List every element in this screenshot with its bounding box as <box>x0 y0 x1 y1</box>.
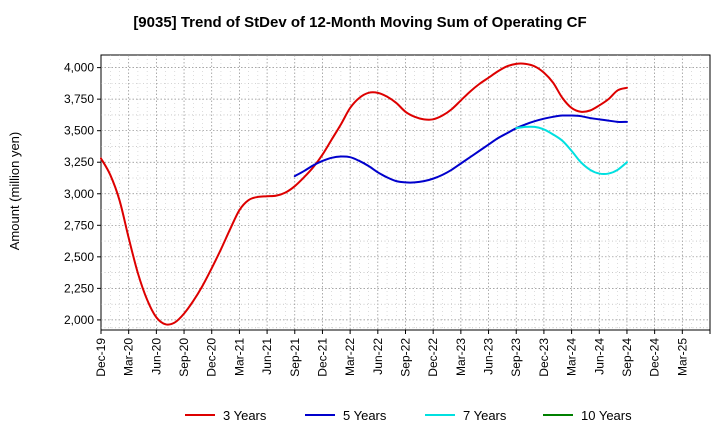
x-tick-label: Dec-21 <box>315 338 329 377</box>
y-tick-label: 2,500 <box>64 250 94 264</box>
x-tick-label: Mar-22 <box>343 338 357 376</box>
x-tick-label: Jun-20 <box>149 338 163 375</box>
x-tick-label: Mar-24 <box>565 338 579 376</box>
legend-label: 3 Years <box>223 408 267 423</box>
legend-label: 7 Years <box>463 408 507 423</box>
y-tick-label: 3,250 <box>64 155 94 169</box>
x-tick-label: Dec-24 <box>648 338 662 377</box>
y-tick-label: 3,750 <box>64 92 94 106</box>
y-tick-label: 2,000 <box>64 313 94 327</box>
x-tick-label: Sep-21 <box>288 338 302 377</box>
y-tick-label: 4,000 <box>64 61 94 75</box>
x-tick-label: Dec-23 <box>537 338 551 377</box>
grid-lines <box>101 55 710 330</box>
legend-label: 10 Years <box>581 408 632 423</box>
y-axis-label: Amount (million yen) <box>7 132 22 251</box>
series-line-3-years <box>100 62 628 326</box>
legend-label: 5 Years <box>343 408 387 423</box>
chart-title: [9035] Trend of StDev of 12-Month Moving… <box>133 14 586 31</box>
series-line-5-years <box>293 114 628 184</box>
x-tick-label: Jun-22 <box>371 338 385 375</box>
x-tick-label: Dec-20 <box>205 338 219 377</box>
y-tick-label: 3,000 <box>64 187 94 201</box>
x-tick-label: Mar-21 <box>232 338 246 376</box>
series-lines <box>100 62 628 326</box>
y-tick-label: 2,250 <box>64 281 94 295</box>
y-tick-label: 3,500 <box>64 124 94 138</box>
x-tick-label: Jun-23 <box>482 338 496 375</box>
x-tick-label: Mar-23 <box>454 338 468 376</box>
x-tick-label: Sep-20 <box>177 338 191 377</box>
x-tick-label: Dec-22 <box>426 338 440 377</box>
x-axis-ticks: Dec-19 Mar-20 Jun-20 Sep-20 Dec-20 Mar-21 Jun-… <box>94 330 711 377</box>
x-tick-label: Sep-22 <box>399 338 413 377</box>
x-tick-label: Mar-25 <box>675 338 689 376</box>
y-tick-label: 2,750 <box>64 218 94 232</box>
x-tick-label: Dec-19 <box>94 338 108 377</box>
legend: 3 Years 5 Years 7 Years 10 Years <box>185 408 632 423</box>
x-tick-label: Jun-24 <box>592 338 606 375</box>
y-axis-ticks: 2,000 2,250 2,500 2,750 3,000 3,250 3,500 3,750… <box>64 61 101 327</box>
x-tick-label: Jun-21 <box>260 338 274 375</box>
x-tick-label: Sep-24 <box>620 338 634 377</box>
series-line-7-years <box>515 125 628 176</box>
x-tick-label: Mar-20 <box>122 338 136 376</box>
x-tick-label: Sep-23 <box>509 338 523 377</box>
